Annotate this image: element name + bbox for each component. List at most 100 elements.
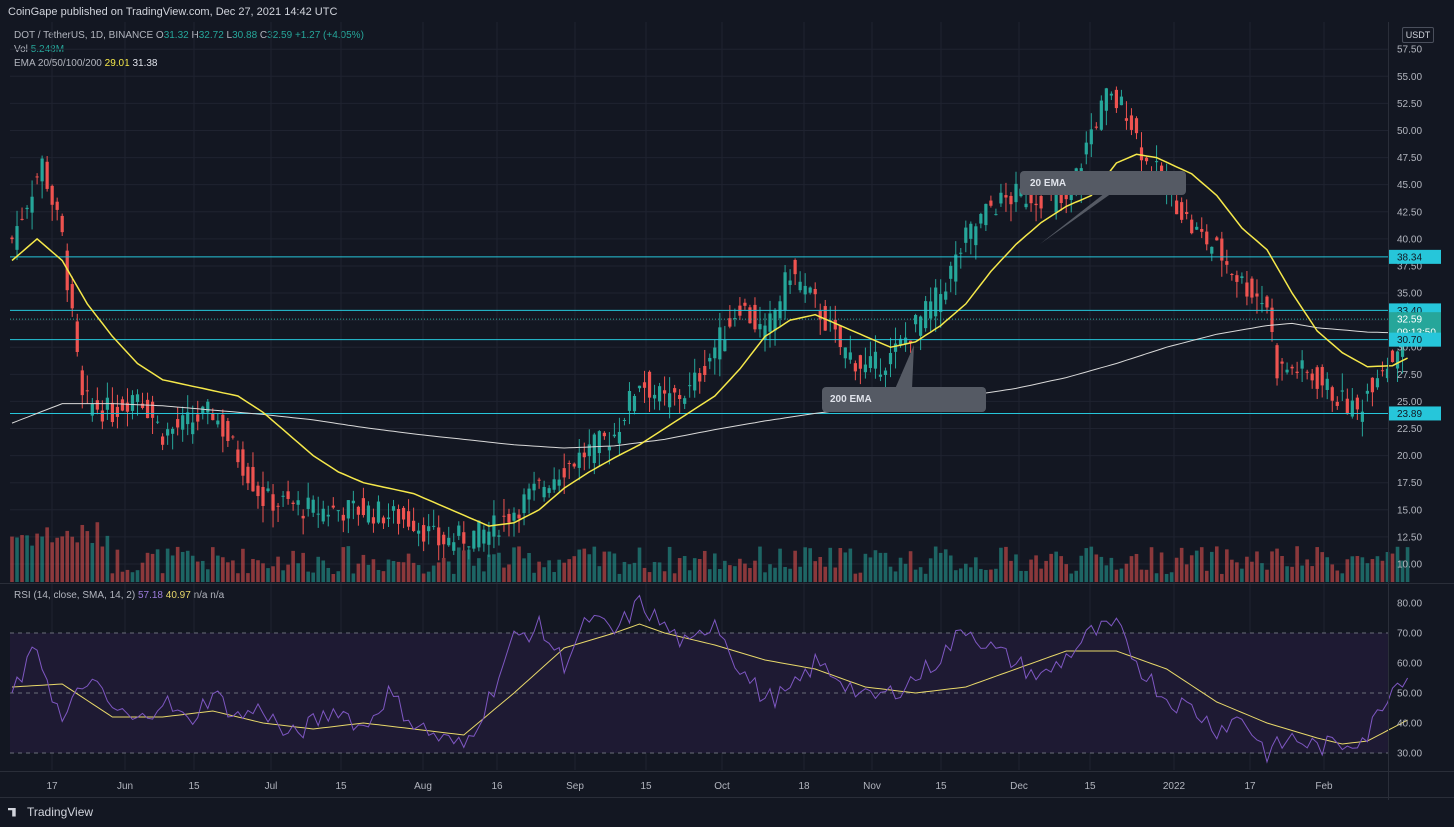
- volume-bar: [1405, 547, 1410, 582]
- volume-bar: [421, 573, 426, 582]
- volume-bar: [542, 567, 546, 582]
- candle-body: [1089, 129, 1093, 145]
- time-tick-label: 18: [798, 781, 810, 792]
- candle-body: [196, 414, 200, 422]
- volume-bar: [948, 555, 953, 582]
- annotation-20ema-pointer: [1040, 193, 1112, 244]
- volume-bar: [1260, 563, 1264, 582]
- volume-bar: [773, 567, 777, 582]
- volume-bar: [180, 551, 185, 582]
- volume-bar: [507, 564, 511, 582]
- candle-body: [1084, 142, 1088, 155]
- candle-body: [873, 351, 878, 369]
- candle-body: [1250, 278, 1254, 298]
- candle-body: [552, 479, 556, 490]
- volume-bar: [1134, 553, 1139, 582]
- candle-body: [40, 158, 44, 182]
- candle-body: [1315, 367, 1319, 389]
- volume-bar: [677, 558, 682, 582]
- volume-bar: [517, 546, 521, 582]
- volume-bar: [226, 562, 230, 582]
- candle-body: [1330, 387, 1334, 401]
- volume-bar: [316, 556, 321, 582]
- candle-body: [642, 382, 647, 388]
- volume-bar: [261, 563, 265, 582]
- volume-bar: [1029, 559, 1033, 582]
- candle-body: [1290, 366, 1294, 369]
- volume-bar: [617, 573, 622, 582]
- volume-bar: [908, 551, 913, 582]
- label-33-40: 33.40: [1397, 306, 1422, 317]
- low-label: L: [226, 30, 233, 41]
- candle-body: [25, 207, 29, 210]
- candle-body: [1305, 371, 1309, 373]
- volume-bar: [1215, 546, 1219, 582]
- currency-button[interactable]: USDT: [1402, 27, 1434, 43]
- candles: [10, 86, 1410, 561]
- rsi-tick-label: 50.00: [1397, 689, 1422, 700]
- volume-bar: [125, 569, 130, 582]
- volume-bars: [10, 522, 1410, 582]
- volume-bar: [70, 536, 75, 582]
- candle-body: [241, 449, 245, 476]
- volume-bar: [808, 548, 812, 582]
- candle-body: [1139, 147, 1144, 161]
- volume-bar: [893, 571, 898, 582]
- volume-bar: [753, 560, 757, 582]
- candle-body: [1114, 89, 1118, 109]
- time-tick-label: Jul: [265, 781, 278, 792]
- candle-body: [527, 488, 531, 500]
- volume-bar: [627, 564, 632, 582]
- candle-body: [1200, 229, 1204, 232]
- volume-bar: [441, 557, 446, 582]
- candle-body: [502, 515, 506, 517]
- volume-bar: [381, 571, 386, 582]
- volume-bar: [341, 547, 346, 582]
- volume-bar: [1325, 557, 1330, 582]
- volume-bar: [1119, 568, 1124, 582]
- volume-bar: [999, 547, 1003, 582]
- volume-bar: [953, 570, 958, 582]
- volume-bar: [236, 573, 240, 582]
- volume-bar: [873, 550, 878, 582]
- time-tick-label: 15: [935, 781, 947, 792]
- volume-bar: [306, 571, 310, 582]
- annotation-20ema[interactable]: 20 EMA: [1020, 171, 1186, 244]
- volume-bar: [818, 556, 823, 582]
- tradingview-brand[interactable]: TradingView: [8, 805, 93, 819]
- rsi-sma-value: 40.97: [165, 590, 191, 601]
- candle-body: [673, 388, 677, 393]
- close-value: 32.59: [267, 30, 293, 41]
- rsi-legend[interactable]: RSI (14, close, SMA, 14, 2) 57.18 40.97 …: [14, 590, 224, 601]
- volume-bar: [205, 569, 210, 582]
- candle-body: [35, 176, 39, 178]
- rsi-line: [11, 594, 1409, 764]
- candle-body: [381, 517, 386, 524]
- volume-bar: [456, 547, 461, 582]
- candle-body: [85, 390, 89, 392]
- symbol-label[interactable]: DOT / TetherUS, 1D, BINANCE: [14, 30, 154, 41]
- time-tick-label: Feb: [1315, 781, 1333, 792]
- candle-body: [115, 406, 120, 417]
- annotation-200ema[interactable]: 200 EMA: [822, 345, 986, 412]
- volume-bar: [336, 571, 341, 582]
- candle-body: [788, 280, 792, 285]
- ema20-line: [11, 153, 1408, 527]
- volume-bar: [95, 522, 100, 582]
- candle-body: [848, 352, 852, 360]
- volume-bar: [85, 531, 90, 582]
- price-tick-label: 40.00: [1397, 234, 1422, 245]
- candle-body: [708, 357, 712, 362]
- candle-body: [1345, 398, 1349, 415]
- ema-row[interactable]: EMA 20/50/100/200 29.01 31.38: [14, 57, 364, 71]
- candle-body: [693, 372, 697, 391]
- volume-bar: [928, 558, 933, 582]
- candle-body: [532, 483, 536, 491]
- label-38-34: 38.34: [1397, 252, 1422, 263]
- volume-bar: [692, 558, 697, 582]
- candle-body: [110, 402, 114, 423]
- candle-body: [351, 500, 355, 504]
- volume-bar: [1220, 573, 1224, 582]
- volume-bar: [492, 554, 496, 582]
